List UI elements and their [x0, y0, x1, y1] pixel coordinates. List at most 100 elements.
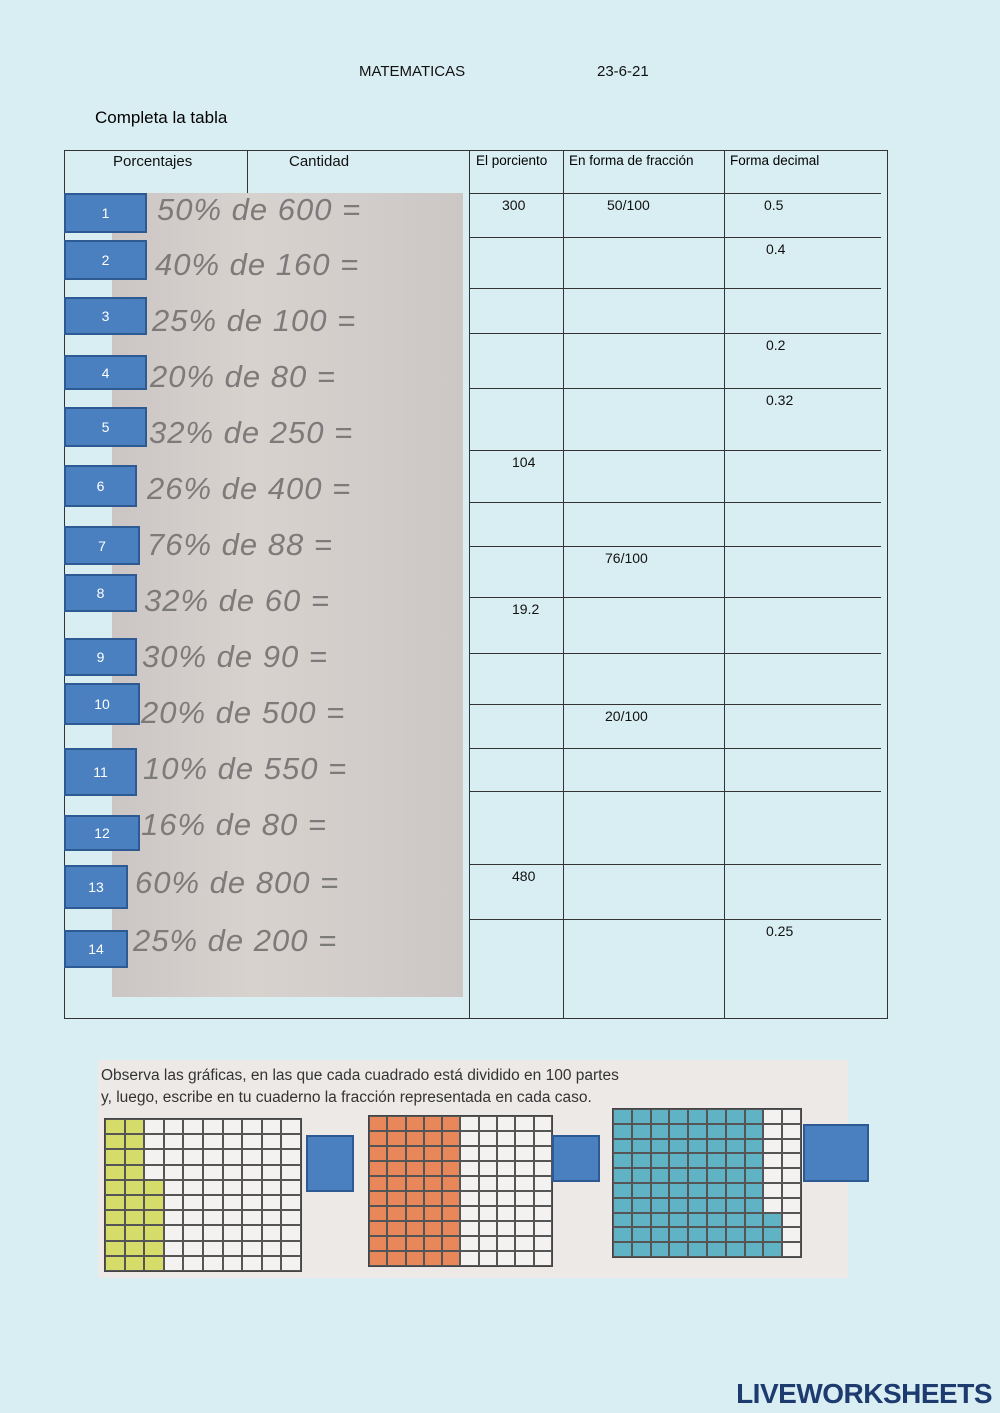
problem-text: 10% de 550 = [143, 751, 348, 786]
fraccion-cell[interactable]: 20/100 [605, 708, 648, 724]
shaded-cell [423, 1236, 443, 1251]
shaded-cell [369, 1176, 388, 1191]
grid-cell [782, 1138, 801, 1154]
shaded-cell [650, 1197, 670, 1213]
grid-cell [533, 1236, 552, 1251]
grid-cell [533, 1146, 552, 1161]
grid-cell [763, 1168, 783, 1183]
answer-box-3[interactable] [803, 1124, 869, 1182]
grid-cell [163, 1119, 184, 1135]
problem-text: 25% de 200 = [133, 923, 338, 958]
grid-cell [261, 1225, 282, 1241]
problem-number-box[interactable]: 3 [64, 297, 147, 335]
grid-cell [163, 1240, 184, 1256]
shaded-cell [105, 1119, 125, 1135]
shaded-cell [669, 1138, 689, 1154]
shaded-cell [105, 1149, 125, 1165]
grid-cell [460, 1176, 479, 1191]
problem-text: 32% de 60 = [144, 583, 330, 618]
grid-cell [763, 1197, 783, 1213]
grid-cell [242, 1134, 262, 1150]
grid-cell [281, 1225, 301, 1241]
decimal-cell[interactable]: 0.2 [766, 337, 786, 353]
grid-cell [497, 1116, 516, 1131]
row-divider [469, 597, 881, 598]
shaded-cell [669, 1242, 689, 1257]
grid-cell [478, 1146, 498, 1161]
shaded-cell [706, 1212, 726, 1228]
shaded-cell [369, 1236, 388, 1251]
grid-cell [782, 1123, 801, 1139]
shaded-cell [631, 1227, 651, 1243]
shaded-cell [688, 1227, 707, 1243]
shaded-cell [650, 1242, 670, 1257]
grid-cell [763, 1123, 783, 1139]
shaded-cell [369, 1191, 388, 1206]
grid-cell [782, 1183, 801, 1198]
shaded-cell [669, 1168, 689, 1183]
shaded-cell [105, 1164, 125, 1180]
grid-cell [163, 1225, 184, 1241]
grid-cell [261, 1134, 282, 1150]
shaded-cell [387, 1236, 406, 1251]
problem-number-box[interactable]: 2 [64, 240, 147, 280]
decimal-cell[interactable]: 0.32 [766, 392, 794, 408]
shaded-cell [725, 1212, 745, 1228]
problem-number-box[interactable]: 1 [64, 193, 147, 233]
shaded-cell [405, 1206, 424, 1221]
shaded-cell [442, 1131, 461, 1146]
exercise-instruction: Observa las gráficas, en las que cada cu… [101, 1065, 619, 1109]
grid-cell [163, 1134, 184, 1150]
decimal-cell[interactable]: 0.25 [766, 923, 794, 939]
shaded-cell [124, 1210, 145, 1226]
row-divider [469, 237, 881, 238]
porciento-cell[interactable]: 300 [502, 197, 526, 213]
shaded-cell [405, 1161, 424, 1176]
fraccion-cell[interactable]: 50/100 [607, 197, 650, 213]
answer-box-1[interactable] [306, 1135, 354, 1192]
decimal-cell[interactable]: 0.4 [766, 241, 786, 257]
problem-number-box[interactable]: 9 [64, 638, 137, 676]
grid-cell [533, 1191, 552, 1206]
porciento-cell[interactable]: 480 [512, 868, 536, 884]
porciento-cell[interactable]: 104 [512, 454, 536, 470]
grid-cell [281, 1240, 301, 1256]
problem-number-box[interactable]: 8 [64, 574, 137, 612]
shaded-cell [387, 1221, 406, 1236]
grid-cell [242, 1225, 262, 1241]
shaded-cell [124, 1149, 145, 1165]
problem-number-box[interactable]: 14 [64, 930, 128, 968]
problem-text: 20% de 500 = [141, 695, 346, 730]
problem-number-box[interactable]: 10 [64, 683, 140, 725]
shaded-cell [744, 1153, 764, 1169]
grid-cell [261, 1164, 282, 1180]
answer-box-2[interactable] [552, 1135, 600, 1182]
grid-cell [533, 1206, 552, 1221]
grid-cell [515, 1251, 534, 1266]
problem-number-box[interactable]: 11 [64, 748, 137, 796]
grid-cell [183, 1179, 203, 1195]
shaded-cell [688, 1123, 707, 1139]
decimal-cell[interactable]: 0.5 [764, 197, 784, 213]
instruction: Completa la tabla [95, 108, 228, 127]
shaded-cell [763, 1242, 783, 1257]
porciento-cell[interactable]: 19.2 [512, 601, 540, 617]
grid-cell [497, 1206, 516, 1221]
problem-number-box[interactable]: 12 [64, 815, 140, 851]
problem-number-box[interactable]: 7 [64, 526, 140, 565]
problem-number-box[interactable]: 6 [64, 465, 137, 507]
problem-number-box[interactable]: 4 [64, 355, 147, 390]
fraccion-cell[interactable]: 76/100 [605, 550, 648, 566]
grid-cell [144, 1164, 164, 1180]
grid-cell [533, 1176, 552, 1191]
problem-number-box[interactable]: 5 [64, 407, 147, 447]
shaded-cell [688, 1197, 707, 1213]
grid-cell [478, 1236, 498, 1251]
grid-cell [497, 1251, 516, 1266]
shaded-cell [124, 1240, 145, 1256]
grid-cell [478, 1131, 498, 1146]
grid-cell [183, 1134, 203, 1150]
shaded-cell [706, 1227, 726, 1243]
shaded-cell [144, 1225, 164, 1241]
problem-number-box[interactable]: 13 [64, 865, 128, 909]
